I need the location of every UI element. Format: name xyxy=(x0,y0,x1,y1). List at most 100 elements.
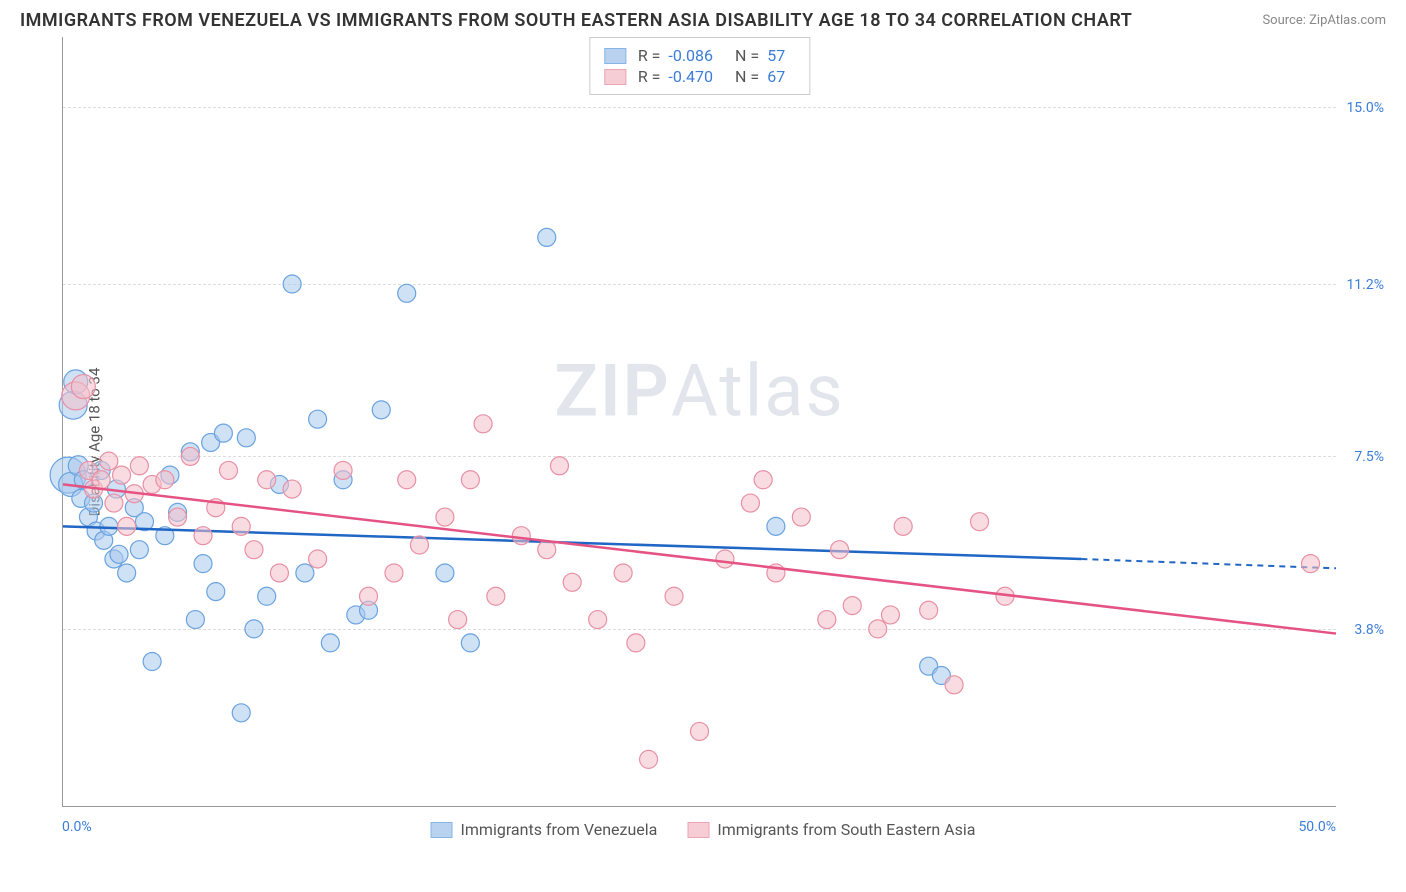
y-tick-label: 3.8% xyxy=(1354,622,1384,638)
swatch-venezuela xyxy=(604,48,626,64)
data-point-seasia xyxy=(334,461,352,479)
trend-line-dash-venezuela xyxy=(1081,559,1336,568)
plot-area: 3.8%7.5%11.2%15.0% ZIPAtlas R =-0.086N =… xyxy=(62,37,1336,807)
chart-title: IMMIGRANTS FROM VENEZUELA VS IMMIGRANTS … xyxy=(20,10,1132,31)
data-point-venezuela xyxy=(143,653,161,671)
data-point-venezuela xyxy=(398,284,416,302)
data-point-venezuela xyxy=(309,410,327,428)
data-point-seasia xyxy=(436,508,454,526)
n-value-seasia: 67 xyxy=(767,67,785,86)
swatch-seasia xyxy=(604,69,626,85)
data-point-seasia xyxy=(614,564,632,582)
data-point-seasia xyxy=(792,508,810,526)
chart-container: Disability Age 18 to 34 3.8%7.5%11.2%15.… xyxy=(20,37,1386,847)
data-point-seasia xyxy=(449,611,467,629)
scatter-plot xyxy=(63,37,1336,806)
data-point-seasia xyxy=(385,564,403,582)
data-point-venezuela xyxy=(461,634,479,652)
data-point-seasia xyxy=(169,508,187,526)
legend-stat-row-venezuela: R = -0.086 N = 57 xyxy=(604,46,795,65)
data-point-seasia xyxy=(181,447,199,465)
y-tick-label: 15.0% xyxy=(1346,100,1384,116)
data-point-venezuela xyxy=(232,704,250,722)
source-link[interactable]: ZipAtlas.com xyxy=(1309,13,1386,28)
data-point-seasia xyxy=(100,452,118,470)
data-point-seasia xyxy=(843,597,861,615)
y-tick-label: 7.5% xyxy=(1354,449,1384,465)
n-value-venezuela: 57 xyxy=(767,46,785,65)
data-point-seasia xyxy=(869,620,887,638)
data-point-seasia xyxy=(754,471,772,489)
data-point-seasia xyxy=(550,457,568,475)
data-point-venezuela xyxy=(207,583,225,601)
data-point-venezuela xyxy=(767,517,785,535)
legend-item-venezuela: Immigrants from Venezuela xyxy=(431,820,658,839)
data-point-seasia xyxy=(398,471,416,489)
data-point-seasia xyxy=(640,750,658,768)
data-point-seasia xyxy=(512,527,530,545)
data-point-seasia xyxy=(538,541,556,559)
data-point-venezuela xyxy=(283,275,301,293)
data-point-seasia xyxy=(627,634,645,652)
data-point-venezuela xyxy=(130,541,148,559)
data-point-seasia xyxy=(258,471,276,489)
r-label: R = xyxy=(638,67,661,86)
data-point-seasia xyxy=(283,480,301,498)
legend-label-venezuela: Immigrants from Venezuela xyxy=(461,820,658,839)
data-point-seasia xyxy=(130,457,148,475)
data-point-venezuela xyxy=(186,611,204,629)
data-point-venezuela xyxy=(245,620,263,638)
data-point-venezuela xyxy=(110,545,128,563)
data-point-seasia xyxy=(71,375,95,399)
data-point-seasia xyxy=(219,461,237,479)
legend-stats-box: R = -0.086 N = 57 R = -0.470 N = 67 xyxy=(589,37,810,95)
y-tick-label: 11.2% xyxy=(1346,277,1384,293)
data-point-venezuela xyxy=(100,517,118,535)
data-point-seasia xyxy=(945,676,963,694)
data-point-seasia xyxy=(92,471,110,489)
data-point-seasia xyxy=(831,541,849,559)
data-point-seasia xyxy=(920,601,938,619)
data-point-venezuela xyxy=(436,564,454,582)
r-label: R = xyxy=(638,46,661,65)
data-point-seasia xyxy=(194,527,212,545)
data-point-seasia xyxy=(118,517,136,535)
data-point-seasia xyxy=(691,722,709,740)
data-point-venezuela xyxy=(118,564,136,582)
data-point-venezuela xyxy=(214,424,232,442)
data-point-seasia xyxy=(309,550,327,568)
data-point-seasia xyxy=(563,573,581,591)
n-label: N = xyxy=(735,67,759,86)
data-point-seasia xyxy=(971,513,989,531)
data-point-seasia xyxy=(360,587,378,605)
data-point-venezuela xyxy=(237,429,255,447)
data-point-seasia xyxy=(270,564,288,582)
data-point-seasia xyxy=(1302,555,1320,573)
r-value-seasia: -0.470 xyxy=(668,67,713,86)
data-point-seasia xyxy=(665,587,683,605)
data-point-seasia xyxy=(410,536,428,554)
swatch-seasia xyxy=(687,822,709,838)
data-point-venezuela xyxy=(258,587,276,605)
data-point-seasia xyxy=(741,494,759,512)
data-point-seasia xyxy=(474,415,492,433)
data-point-venezuela xyxy=(296,564,314,582)
data-point-venezuela xyxy=(538,228,556,246)
data-point-venezuela xyxy=(321,634,339,652)
swatch-venezuela xyxy=(431,822,453,838)
data-point-seasia xyxy=(818,611,836,629)
data-point-seasia xyxy=(105,494,123,512)
data-point-seasia xyxy=(894,517,912,535)
x-axis-max-label: 50.0% xyxy=(1298,819,1336,835)
data-point-seasia xyxy=(589,611,607,629)
r-value-venezuela: -0.086 xyxy=(668,46,713,65)
source-attribution: Source: ZipAtlas.com xyxy=(1262,13,1386,28)
data-point-seasia xyxy=(156,471,174,489)
data-point-seasia xyxy=(232,517,250,535)
legend-bottom: Immigrants from Venezuela Immigrants from… xyxy=(431,820,976,839)
n-label: N = xyxy=(735,46,759,65)
data-point-seasia xyxy=(245,541,263,559)
data-point-seasia xyxy=(881,606,899,624)
data-point-seasia xyxy=(487,587,505,605)
legend-item-seasia: Immigrants from South Eastern Asia xyxy=(687,820,975,839)
